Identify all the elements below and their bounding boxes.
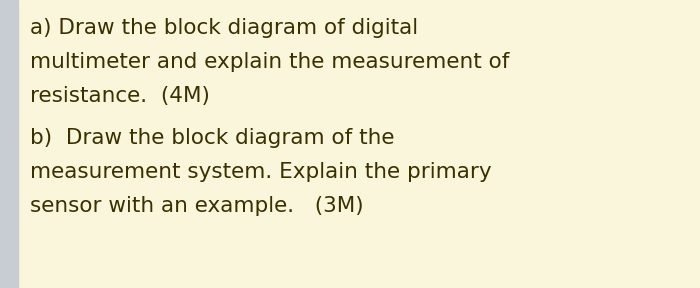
Bar	[0, 0, 18, 288]
Text: a) Draw the block diagram of digital: a) Draw the block diagram of digital	[30, 18, 418, 38]
Text: b)  Draw the block diagram of the: b) Draw the block diagram of the	[30, 128, 395, 148]
Text: resistance.  (4M): resistance. (4M)	[30, 86, 210, 106]
Text: multimeter and explain the measurement of: multimeter and explain the measurement o…	[30, 52, 510, 72]
Text: measurement system. Explain the primary: measurement system. Explain the primary	[30, 162, 491, 182]
Text: sensor with an example.   (3M): sensor with an example. (3M)	[30, 196, 363, 216]
